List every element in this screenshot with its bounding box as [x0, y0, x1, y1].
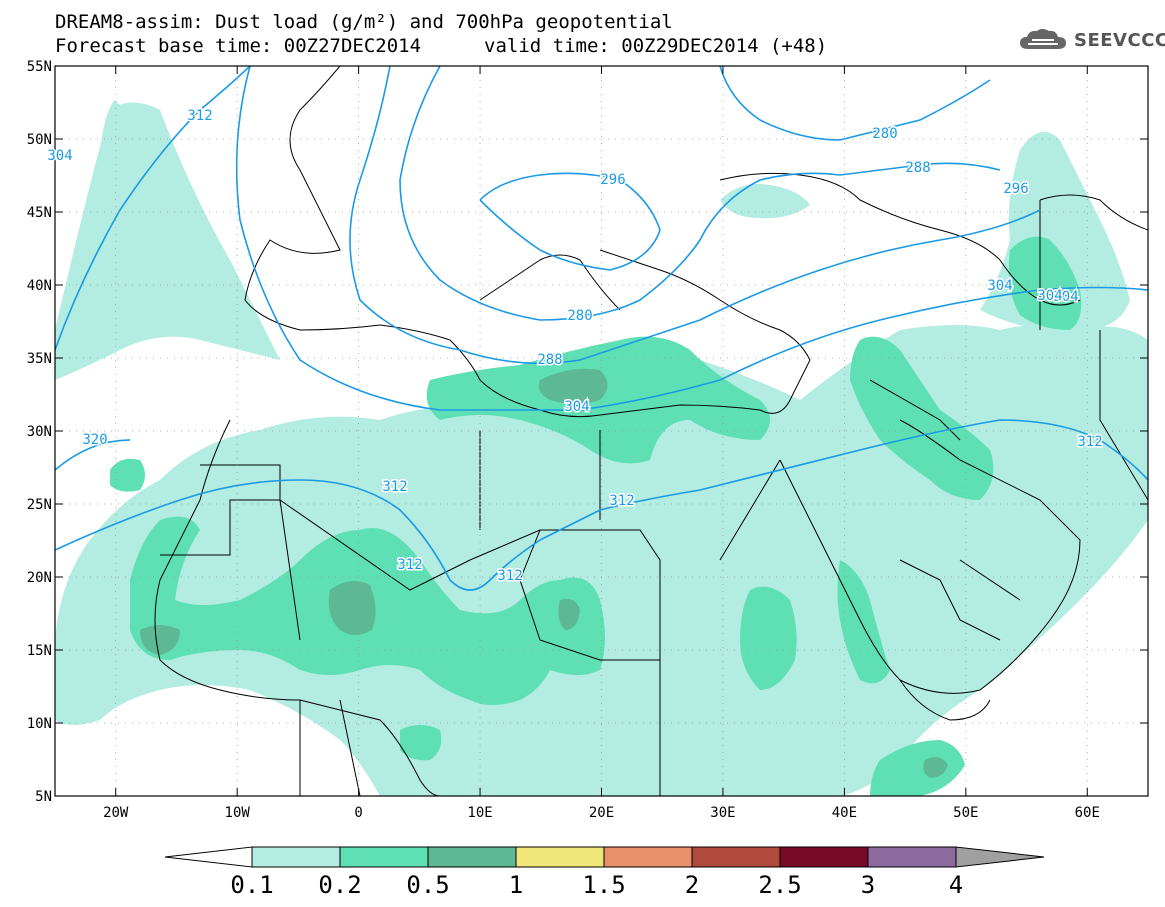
contour-label: 304 [47, 148, 72, 164]
graticule [55, 66, 1148, 796]
map-title: DREAM8-assim: Dust load (g/m²) and 700hP… [55, 11, 673, 33]
colorbar-swatch [251, 846, 341, 868]
lat-label: 5N [35, 789, 52, 805]
lon-label: 50E [953, 805, 978, 821]
lat-label: 45N [27, 205, 52, 221]
contour-label: 280 [872, 126, 897, 142]
colorbar-tick-label: 2 [685, 871, 699, 899]
contour-label: 320 [82, 432, 107, 448]
seevccc-logo: SEEVCCC [1018, 27, 1165, 53]
colorbar-swatch [427, 846, 517, 868]
colorbar-tick-label: 2.5 [758, 871, 801, 899]
colorbar-tick-label: 1 [509, 871, 523, 899]
geopotential-contours [55, 66, 1148, 591]
lat-label: 30N [27, 424, 52, 440]
contour-label: 312 [497, 568, 522, 584]
valid-time: valid time: 00Z29DEC2014 (+48) [484, 35, 828, 57]
lon-label: 40E [832, 805, 857, 821]
lat-label: 20N [27, 570, 52, 586]
colorbar-tick-label: 1.5 [582, 871, 625, 899]
lon-axis: 20W 10W 0 10E 20E 30E 40E 50E 60E [103, 66, 1100, 821]
colorbar-swatch [691, 846, 781, 868]
lat-label: 35N [27, 351, 52, 367]
colorbar-tick-label: 4 [949, 871, 963, 899]
lon-label: 20E [589, 805, 614, 821]
lon-label: 60E [1075, 805, 1100, 821]
lon-label: 20W [103, 805, 129, 821]
contour-label: 288 [537, 352, 562, 368]
lon-label: 10E [467, 805, 492, 821]
lat-label: 55N [27, 59, 52, 75]
lon-label: 0 [354, 805, 362, 821]
lat-axis: 55N 50N 45N 40N 35N 30N 25N 20N 15N 10N 5N [27, 59, 1148, 805]
colorbar-swatch [867, 846, 957, 868]
contour-label: 312 [397, 557, 422, 573]
contour-label: 280 [567, 308, 592, 324]
colorbar-tick-label: 0.1 [230, 871, 273, 899]
lat-label: 50N [27, 132, 52, 148]
colorbar-tick-label: 0.5 [406, 871, 449, 899]
colorbar-tick-label: 3 [861, 871, 875, 899]
colorbar-low-arrow [164, 846, 253, 868]
contour-label: 312 [1077, 434, 1102, 450]
colorbar-swatch [603, 846, 693, 868]
colorbar-tick-label: 0.2 [318, 871, 361, 899]
forecast-base-time: Forecast base time: 00Z27DEC2014 [55, 35, 422, 57]
lat-label: 10N [27, 716, 52, 732]
colorbar-swatch [515, 846, 605, 868]
contour-label: 312 [187, 108, 212, 124]
contour-label: 296 [600, 172, 625, 188]
contour-label: 312 [609, 493, 634, 509]
lat-label: 40N [27, 278, 52, 294]
cloud-icon [1020, 29, 1066, 49]
contour-labels: 312 280 288 296 280 288 304 296 304 312 320 312 312 3… [46, 107, 1104, 586]
lat-label: 15N [27, 643, 52, 659]
dust-load-shading [55, 100, 1148, 796]
colorbar: 0.1 0.2 0.5 1 1.5 2 2.5 3 4 [164, 846, 1045, 899]
contour-label: 304 [564, 399, 589, 415]
colorbar-high-arrow [955, 846, 1045, 868]
logo-text: SEEVCCC [1074, 29, 1165, 51]
lon-label: 10W [225, 805, 251, 821]
contour-label: 288 [905, 160, 930, 176]
colorbar-swatch [779, 846, 869, 868]
lat-label: 25N [27, 497, 52, 513]
colorbar-swatch [339, 846, 429, 868]
contour-label: 296 [1003, 181, 1028, 197]
contour-label: 304 [1053, 289, 1078, 305]
contour-label: 312 [382, 479, 407, 495]
contour-label: 304 [1037, 288, 1062, 304]
lon-label: 30E [710, 805, 735, 821]
contour-label: 304 [987, 278, 1012, 294]
